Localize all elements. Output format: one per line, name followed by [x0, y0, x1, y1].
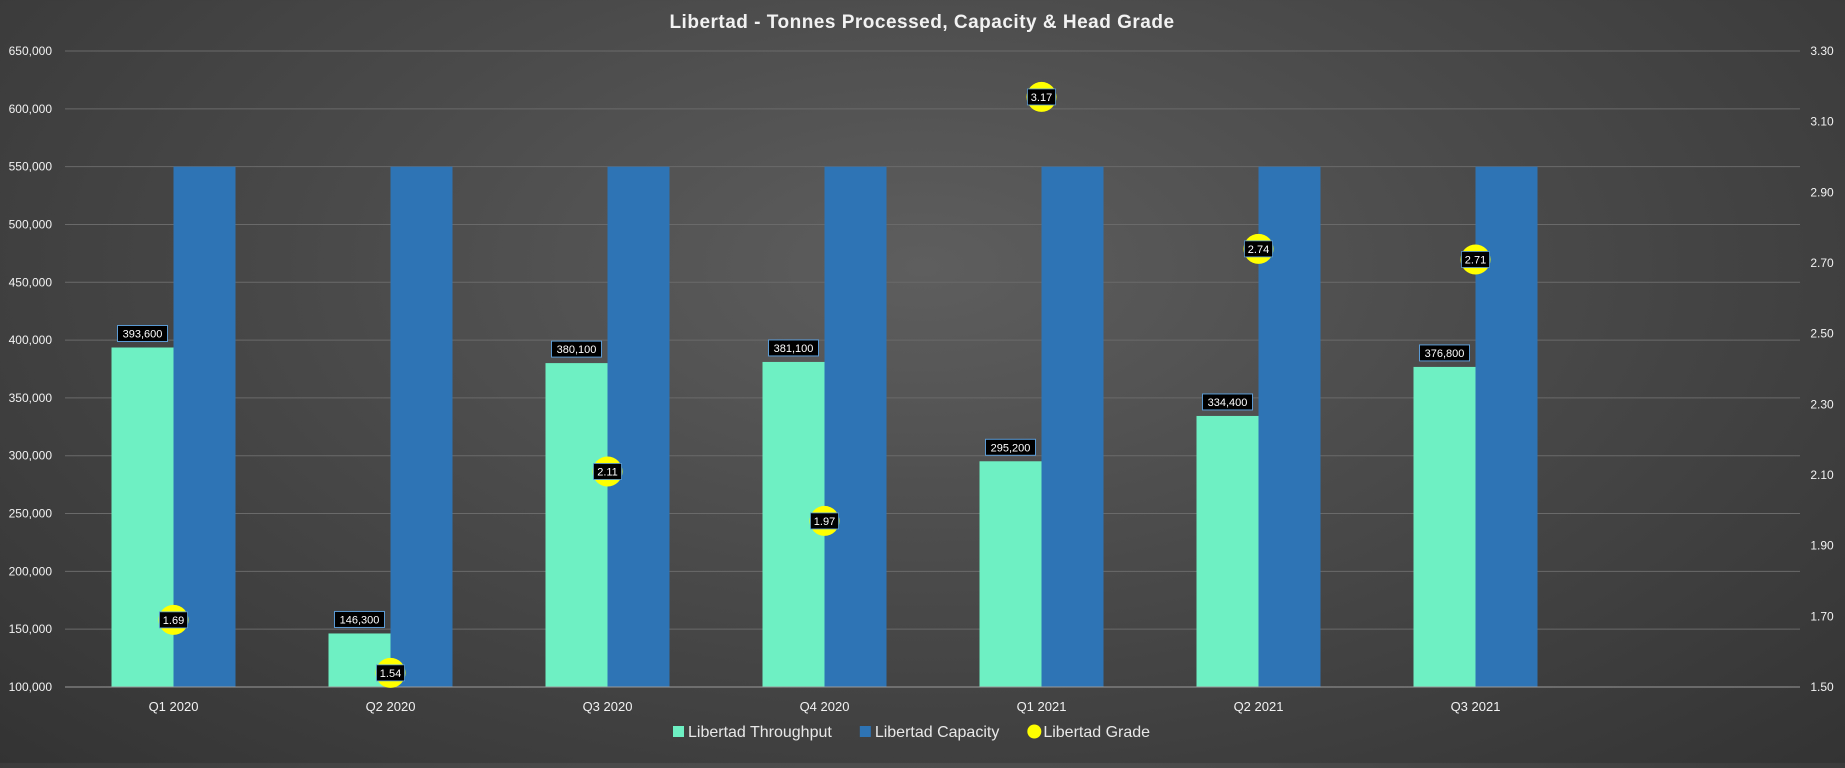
- grade-data-label: 3.17: [1031, 92, 1052, 104]
- legend-swatch: [1027, 724, 1042, 739]
- grade-label-box: [1027, 88, 1056, 106]
- y-tick-label: 450,000: [9, 275, 53, 289]
- y-tick-label: 250,000: [9, 507, 53, 521]
- data-labels: 393,600 146,300 380,100 381,100 295,200 334,4…: [117, 324, 1470, 628]
- capacity-bar: [390, 166, 453, 688]
- throughput-bar: [111, 347, 174, 687]
- grade-data-label: 2.71: [1465, 254, 1486, 266]
- gridlines: [65, 50, 1800, 630]
- y-tick-label: 650,000: [9, 44, 53, 58]
- legend: Libertad Throughput Libertad Capacity Libe…: [673, 724, 1150, 741]
- x-tick-label: Q3 2020: [583, 699, 633, 714]
- throughput-data-label: 393,600: [123, 328, 163, 340]
- legend-label: Libertad Grade: [1043, 724, 1150, 741]
- bars: [111, 166, 1538, 688]
- legend-label: Libertad Capacity: [875, 724, 1000, 741]
- y2-tick-label: 1.50: [1810, 680, 1834, 694]
- capacity-bar: [824, 166, 887, 688]
- grade-data-label: 1.97: [814, 516, 835, 528]
- x-axis: Q1 2020 Q2 2020 Q3 2020 Q4 2020 Q1 2021 Q2 20…: [65, 686, 1800, 714]
- y2-tick-label: 3.10: [1810, 115, 1834, 129]
- y2-tick-label: 1.70: [1810, 609, 1834, 623]
- throughput-label-box: [551, 340, 602, 358]
- throughput-label-box: [1202, 393, 1253, 411]
- y2-tick-label: 2.50: [1810, 327, 1834, 341]
- throughput-data-label: 376,800: [1425, 348, 1465, 360]
- y2-tick-label: 1.90: [1810, 539, 1834, 553]
- throughput-bar: [979, 461, 1042, 687]
- throughput-data-label: 295,200: [991, 442, 1031, 454]
- y-tick-label: 400,000: [9, 333, 53, 347]
- y-tick-label: 600,000: [9, 102, 53, 116]
- legend-label: Libertad Throughput: [688, 724, 832, 741]
- y-axis-left: 100,000 150,000 200,000 250,000 300,000 350,0…: [9, 44, 53, 694]
- y2-tick-label: 3.30: [1810, 44, 1834, 58]
- throughput-label-box: [1419, 344, 1470, 362]
- legend-swatch: [859, 726, 871, 737]
- grade-label-box: [159, 611, 188, 629]
- y-tick-label: 300,000: [9, 449, 53, 463]
- legend-swatch: [673, 726, 684, 737]
- y-tick-label: 200,000: [9, 564, 53, 578]
- throughput-label-box: [768, 339, 819, 357]
- y-tick-label: 100,000: [9, 680, 53, 694]
- grade-label-box: [1461, 251, 1490, 268]
- grade-data-label: 2.11: [597, 466, 618, 478]
- capacity-bar: [173, 166, 236, 688]
- y2-tick-label: 2.90: [1810, 185, 1834, 199]
- throughput-bar: [1413, 366, 1476, 687]
- grade-label-box: [1244, 240, 1273, 258]
- y2-tick-label: 2.70: [1810, 256, 1834, 270]
- throughput-label-box: [334, 610, 385, 628]
- grade-data-label: 1.69: [163, 615, 184, 627]
- chart-title: Libertad - Tonnes Processed, Capacity & …: [669, 12, 1174, 33]
- x-tick-label: Q1 2021: [1017, 699, 1067, 714]
- x-tick-label: Q2 2020: [366, 699, 416, 714]
- throughput-data-label: 380,100: [557, 344, 597, 356]
- y-tick-label: 150,000: [9, 622, 53, 636]
- capacity-bar: [1475, 166, 1538, 688]
- grade-label-box: [593, 463, 622, 480]
- throughput-data-label: 146,300: [340, 614, 380, 626]
- grade-data-label: 2.74: [1248, 244, 1269, 256]
- throughput-bar: [545, 363, 608, 687]
- throughput-label-box: [985, 438, 1036, 456]
- capacity-bar: [1041, 166, 1104, 688]
- x-tick-label: Q3 2021: [1451, 699, 1501, 714]
- x-tick-label: Q4 2020: [800, 699, 850, 714]
- y2-tick-label: 2.10: [1810, 468, 1834, 482]
- x-tick-label: Q1 2020: [149, 699, 199, 714]
- throughput-bar: [1196, 415, 1259, 687]
- y-axis-right: 1.50 1.70 1.90 2.10 2.30 2.50 2.70 2.90 3.10 3.30: [1810, 44, 1834, 694]
- y-tick-label: 500,000: [9, 217, 53, 231]
- throughput-label-box: [117, 324, 168, 342]
- y2-tick-label: 2.30: [1810, 397, 1834, 411]
- grade-data-label: 1.54: [380, 668, 401, 680]
- capacity-bar: [607, 166, 670, 688]
- y-tick-label: 550,000: [9, 160, 53, 174]
- grade-label-box: [810, 512, 839, 530]
- grade-markers: 1.69 1.54 2.11 1.97 3.17 2.74 2.71: [158, 81, 1491, 688]
- y-tick-label: 350,000: [9, 391, 53, 405]
- throughput-data-label: 334,400: [1208, 397, 1248, 409]
- grade-label-box: [376, 664, 405, 682]
- x-tick-label: Q2 2021: [1234, 699, 1284, 714]
- throughput-data-label: 381,100: [774, 343, 814, 355]
